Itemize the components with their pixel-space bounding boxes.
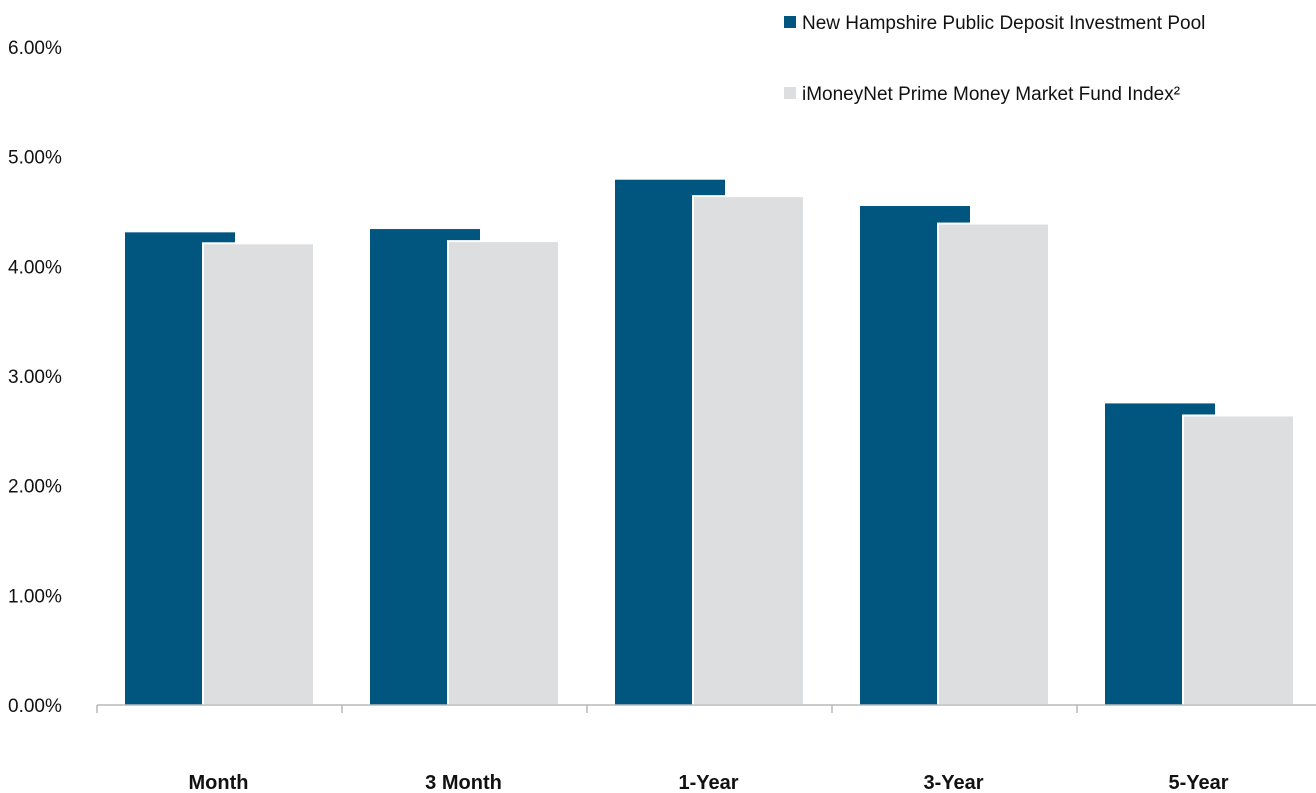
y-tick-label: 6.00% (8, 38, 62, 59)
y-tick-label: 1.00% (8, 586, 62, 607)
x-tick-label-1-year: 1-Year (678, 772, 738, 793)
legend: New Hampshire Public Deposit Investment … (784, 13, 1205, 105)
x-tick-label-3-month: 3 Month (425, 772, 502, 793)
x-tick-label-5-year: 5-Year (1168, 772, 1228, 793)
x-axis-labels: Month 3 Month 1-Year 3-Year 5-Year (189, 772, 1229, 793)
bar-3-year-series-1 (937, 222, 1050, 707)
y-tick-label: 3.00% (8, 367, 62, 388)
legend-swatch-nh-pdip (784, 16, 796, 28)
x-axis-ticks (96, 705, 1078, 713)
bar-5-year-series-1 (1182, 414, 1295, 706)
x-tick-label-month: Month (189, 772, 249, 793)
legend-item-nh-pdip: New Hampshire Public Deposit Investment … (784, 13, 1205, 34)
bar-1-year-series-1 (692, 195, 805, 706)
legend-label-nh-pdip: New Hampshire Public Deposit Investment … (802, 13, 1205, 34)
bars (125, 179, 1295, 707)
y-axis: 0.00% 1.00% 2.00% 3.00% 4.00% 5.00% 6.00% (8, 38, 62, 717)
y-tick-label: 2.00% (8, 477, 62, 498)
y-tick-label: 0.00% (8, 696, 62, 717)
y-tick-label: 4.00% (8, 257, 62, 278)
legend-swatch-imoneynet (784, 87, 796, 99)
bar-3-month-series-1 (447, 240, 560, 707)
y-tick-label: 5.00% (8, 148, 62, 169)
legend-item-imoneynet: iMoneyNet Prime Money Market Fund Index² (784, 84, 1180, 105)
bar-month-series-1 (202, 242, 315, 706)
x-tick-label-3-year: 3-Year (923, 772, 983, 793)
legend-label-imoneynet: iMoneyNet Prime Money Market Fund Index² (802, 84, 1180, 105)
